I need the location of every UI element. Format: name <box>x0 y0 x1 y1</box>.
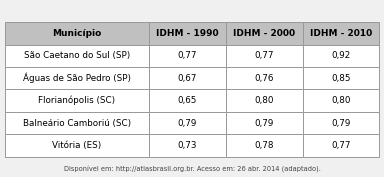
Text: 0,77: 0,77 <box>254 51 274 60</box>
Text: 0,73: 0,73 <box>177 141 197 150</box>
Text: 0,79: 0,79 <box>178 119 197 127</box>
Text: 0,80: 0,80 <box>254 96 274 105</box>
Bar <box>226 112 303 134</box>
Text: Florianópolis (SC): Florianópolis (SC) <box>38 96 115 105</box>
Text: 0,78: 0,78 <box>254 141 274 150</box>
Text: São Caetano do Sul (SP): São Caetano do Sul (SP) <box>24 51 130 60</box>
Bar <box>149 89 226 112</box>
Text: 0,77: 0,77 <box>331 141 351 150</box>
Bar <box>226 89 303 112</box>
Text: IDHM - 2010: IDHM - 2010 <box>310 29 372 38</box>
Bar <box>303 22 379 45</box>
Bar <box>5 67 149 89</box>
Bar <box>303 45 379 67</box>
Bar <box>303 67 379 89</box>
Text: Município: Município <box>52 29 101 38</box>
Text: 0,67: 0,67 <box>178 74 197 83</box>
Text: IDHM - 1990: IDHM - 1990 <box>156 29 218 38</box>
Text: IDHM - 2000: IDHM - 2000 <box>233 29 295 38</box>
Text: 0,77: 0,77 <box>177 51 197 60</box>
Bar <box>303 134 379 157</box>
Text: 0,92: 0,92 <box>331 51 351 60</box>
Text: 0,76: 0,76 <box>255 74 274 83</box>
Bar <box>226 134 303 157</box>
Text: 0,65: 0,65 <box>178 96 197 105</box>
Text: 0,79: 0,79 <box>255 119 274 127</box>
Bar <box>149 112 226 134</box>
Text: Disponível em: http://atlasbrasil.org.br. Acesso em: 26 abr. 2014 (adaptado).: Disponível em: http://atlasbrasil.org.br… <box>64 165 320 173</box>
Bar <box>5 112 149 134</box>
Bar <box>303 89 379 112</box>
Text: 0,79: 0,79 <box>331 119 351 127</box>
Bar <box>226 67 303 89</box>
Bar <box>149 134 226 157</box>
Bar <box>226 45 303 67</box>
Text: Águas de São Pedro (SP): Águas de São Pedro (SP) <box>23 73 131 83</box>
Text: Vitória (ES): Vitória (ES) <box>52 141 101 150</box>
Text: 0,85: 0,85 <box>331 74 351 83</box>
Bar <box>303 112 379 134</box>
Bar <box>5 134 149 157</box>
Text: 0,80: 0,80 <box>331 96 351 105</box>
Text: Balneário Camboriú (SC): Balneário Camboriú (SC) <box>23 119 131 127</box>
Bar <box>149 22 226 45</box>
Bar <box>5 22 149 45</box>
Bar <box>5 45 149 67</box>
Bar <box>149 45 226 67</box>
Bar <box>149 67 226 89</box>
Bar <box>226 22 303 45</box>
Bar <box>5 89 149 112</box>
